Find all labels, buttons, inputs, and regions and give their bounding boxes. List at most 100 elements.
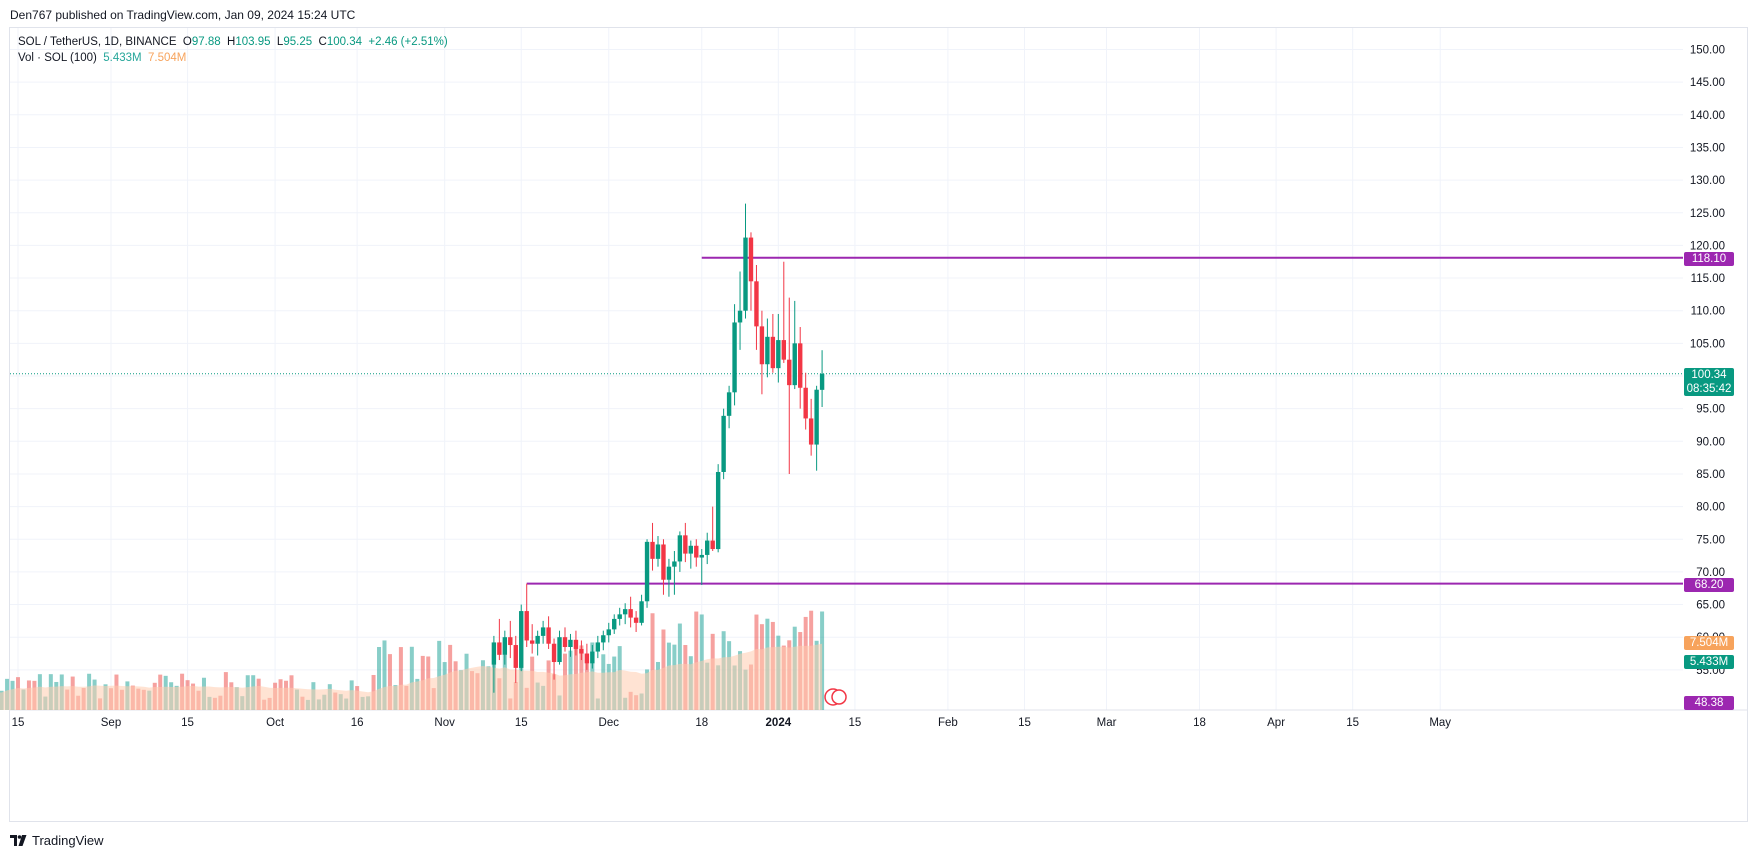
x-tick-label: Feb [938, 717, 958, 729]
support-price-tag: 68.20 [1684, 578, 1734, 592]
candle-body [579, 648, 584, 654]
candle-body [502, 637, 508, 655]
candle-body [743, 237, 748, 311]
candle-body [639, 601, 644, 623]
low-label: L [276, 36, 284, 48]
candle-body [683, 535, 688, 554]
volume-bar [398, 647, 403, 710]
y-tick-label: 110.00 [1691, 306, 1725, 318]
bottom-price-tag: 48.38 [1684, 696, 1734, 710]
candle-body [557, 637, 562, 663]
candle-body [677, 535, 683, 562]
candle-body [590, 651, 595, 664]
y-tick-label: 105.00 [1690, 338, 1725, 350]
candle-body [513, 645, 518, 668]
candle-body [721, 415, 726, 472]
candle-body [491, 642, 497, 665]
x-tick-label: 15 [12, 717, 25, 729]
brand-name: TradingView [32, 833, 104, 848]
chart-frame[interactable] [9, 27, 1748, 822]
ohlc-legend: SOL / TetherUS, 1D, BINANCE O97.88 H103.… [18, 36, 448, 48]
candle-body [705, 540, 710, 555]
low-value: 95.25 [283, 36, 313, 48]
candle-body [612, 618, 617, 630]
high-value: 103.95 [235, 36, 271, 48]
x-tick-label: Sep [101, 717, 121, 729]
candle-body [655, 544, 661, 559]
candle-body [798, 343, 803, 388]
candle-body [748, 237, 754, 282]
candle-body [814, 389, 819, 445]
candle-body [819, 373, 825, 390]
y-tick-label: 70.00 [1696, 567, 1725, 579]
volume-bar [437, 640, 442, 710]
volume-bar [377, 647, 382, 710]
volume-ma-tag: 7.504M [1684, 636, 1734, 650]
candle-body [551, 643, 557, 663]
x-tick-label: 18 [695, 717, 708, 729]
candle-body [808, 418, 814, 445]
volume-bar [382, 640, 387, 710]
candle-body [776, 340, 781, 369]
y-tick-label: 150.00 [1690, 45, 1725, 57]
volume-legend: Vol · SOL (100) 5.433M 7.504M [18, 52, 186, 64]
open-label: O [182, 36, 192, 48]
symbol-label[interactable]: SOL / TetherUS, 1D, BINANCE [18, 36, 177, 48]
x-tick-label: Nov [434, 717, 455, 729]
candle-body [781, 340, 786, 360]
candle-body [535, 635, 540, 644]
event-flag-icon [831, 689, 847, 705]
footer-brand[interactable]: TradingView [10, 833, 104, 848]
x-tick-label: Mar [1097, 717, 1117, 729]
candle-body [595, 642, 601, 652]
candle-body [688, 545, 694, 554]
candle-body [622, 609, 628, 615]
y-tick-label: 65.00 [1696, 600, 1725, 612]
candle-body [787, 359, 792, 386]
x-tick-label: 16 [351, 717, 364, 729]
volume-tag: 5.433M [1684, 655, 1734, 669]
y-tick-label: 80.00 [1696, 502, 1725, 514]
change-value: +2.46 (+2.51%) [368, 36, 448, 48]
x-tick-label: Apr [1267, 717, 1285, 729]
y-tick-label: 135.00 [1690, 142, 1725, 154]
close-value: 100.34 [326, 36, 362, 48]
candle-body [803, 387, 808, 419]
candle-body [672, 561, 677, 567]
candle-body [699, 554, 704, 558]
volume-label[interactable]: Vol · SOL (100) [18, 52, 97, 64]
y-tick-label: 75.00 [1696, 534, 1725, 546]
y-tick-label: 115.00 [1691, 273, 1725, 285]
close-label: C [318, 36, 327, 48]
x-tick-label: May [1429, 717, 1451, 729]
x-tick-label: 15 [515, 717, 528, 729]
candle-body [508, 637, 513, 646]
candle-body [765, 336, 770, 365]
volume-bar [409, 646, 414, 710]
volume-value: 5.433M [103, 52, 142, 64]
candle-body [562, 637, 568, 647]
volume-bar [694, 611, 699, 710]
x-tick-label: 15 [1018, 717, 1031, 729]
candle-body [568, 639, 573, 647]
candle-body [628, 609, 633, 618]
open-value: 97.88 [191, 36, 221, 48]
candle-body [606, 629, 611, 636]
y-tick-label: 145.00 [1690, 77, 1725, 89]
y-tick-label: 130.00 [1690, 175, 1725, 187]
candle-body [617, 614, 622, 619]
candle-body [584, 653, 590, 664]
y-tick-label: 140.00 [1690, 110, 1725, 122]
candle-body [650, 541, 655, 559]
candle-body [633, 617, 639, 623]
x-tick-label: Dec [599, 717, 620, 729]
y-tick-label: 85.00 [1696, 469, 1725, 481]
y-tick-label: 90.00 [1696, 436, 1725, 448]
publisher-line: Den767 published on TradingView.com, Jan… [10, 8, 356, 22]
candle-body [710, 540, 715, 550]
candle-body [726, 392, 732, 416]
x-tick-label: 15 [181, 717, 194, 729]
x-tick-label: Oct [266, 717, 285, 729]
tradingview-logo-icon [10, 835, 27, 846]
